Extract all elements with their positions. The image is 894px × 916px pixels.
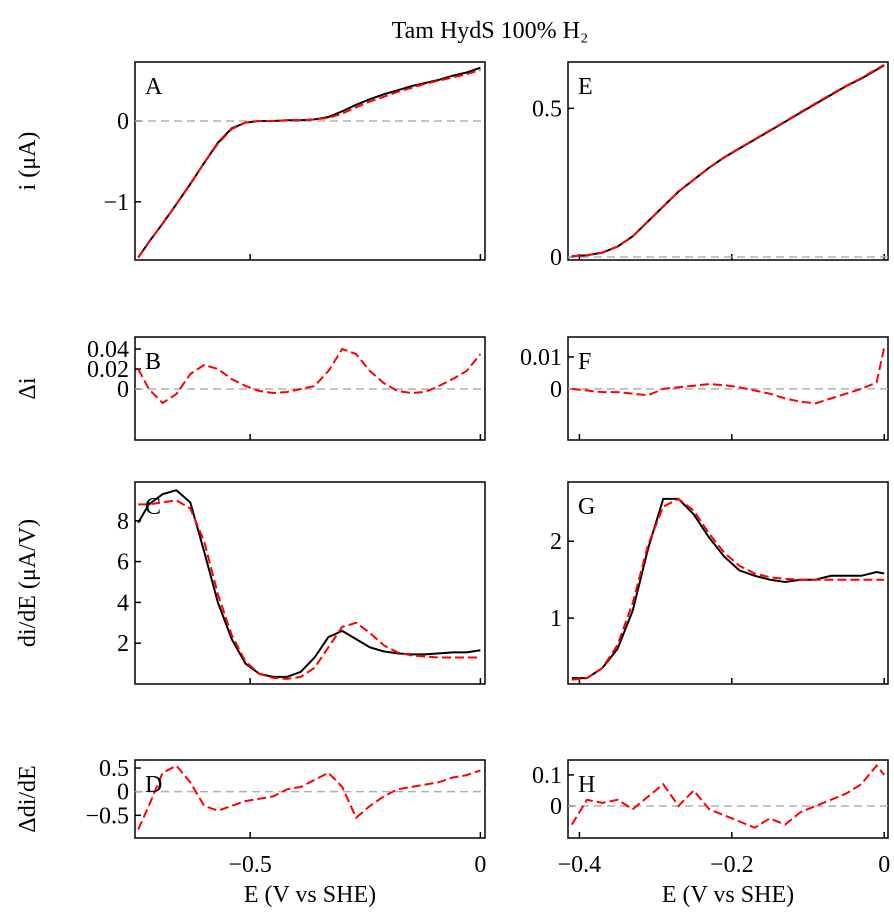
y-axis-label: Δdi/dE (15, 765, 41, 832)
data-line (571, 63, 885, 258)
data-line (571, 64, 885, 258)
panel-label: C (145, 494, 161, 520)
y-tick-label: 0 (117, 780, 129, 806)
plot-frame (134, 61, 486, 261)
y-tick-label: 1 (550, 606, 562, 632)
panel-label: E (578, 74, 593, 100)
y-axis-label: Δi (15, 377, 41, 399)
y-tick-label: 2 (117, 631, 129, 657)
y-tick-label: 8 (117, 509, 129, 535)
y-tick-label: 2 (550, 529, 562, 555)
data-line (570, 764, 885, 829)
y-tick-label: 0 (117, 377, 129, 403)
y-axis-label: di/dE (μA/V) (15, 519, 41, 647)
x-tick-label: −0.4 (558, 852, 602, 878)
x-tick-label: −0.5 (228, 852, 272, 878)
y-tick-label: −0.5 (85, 803, 129, 829)
panel-label: F (578, 349, 591, 375)
y-tick-label: 0.04 (87, 337, 129, 363)
x-tick-label: −0.2 (710, 852, 754, 878)
plot-frame (134, 481, 486, 685)
y-tick-label: 0 (550, 245, 562, 271)
y-tick-label: 0.5 (532, 96, 562, 122)
plot-frame (567, 759, 889, 839)
y-tick-label: 0 (117, 109, 129, 135)
y-tick-label: 0.01 (520, 345, 562, 371)
panel-label: B (145, 349, 161, 375)
panel-label: A (145, 74, 163, 100)
x-tick-label: 0 (878, 852, 890, 878)
panel-label: G (578, 494, 595, 520)
data-line (137, 347, 482, 405)
plot-frame (567, 61, 889, 261)
data-line (137, 66, 481, 259)
y-tick-label: 0 (550, 794, 562, 820)
y-tick-label: 0.5 (99, 756, 129, 782)
y-tick-label: −1 (103, 190, 129, 216)
data-line (138, 499, 481, 680)
y-tick-label: 0 (550, 377, 562, 403)
data-line (571, 347, 886, 405)
data-line (137, 69, 481, 259)
y-tick-label: 4 (117, 590, 129, 616)
panel-label: D (145, 772, 162, 798)
plot-frame (567, 481, 889, 685)
plot-frame (134, 759, 486, 839)
y-tick-label: 6 (117, 550, 129, 576)
y-axis-label: i (μA) (15, 132, 41, 191)
data-line (571, 497, 885, 681)
data-line (137, 764, 481, 830)
y-tick-label: 0.1 (532, 763, 562, 789)
figure-title: Tam HydS 100% H₂ (392, 18, 589, 44)
x-tick-label: 0 (474, 852, 486, 878)
data-line (137, 489, 481, 678)
x-axis-label: E (V vs SHE) (244, 882, 376, 908)
x-axis-label: E (V vs SHE) (662, 882, 794, 908)
y-tick-label: 0.02 (87, 357, 129, 383)
data-line (571, 497, 885, 680)
panel-label: H (578, 772, 595, 798)
